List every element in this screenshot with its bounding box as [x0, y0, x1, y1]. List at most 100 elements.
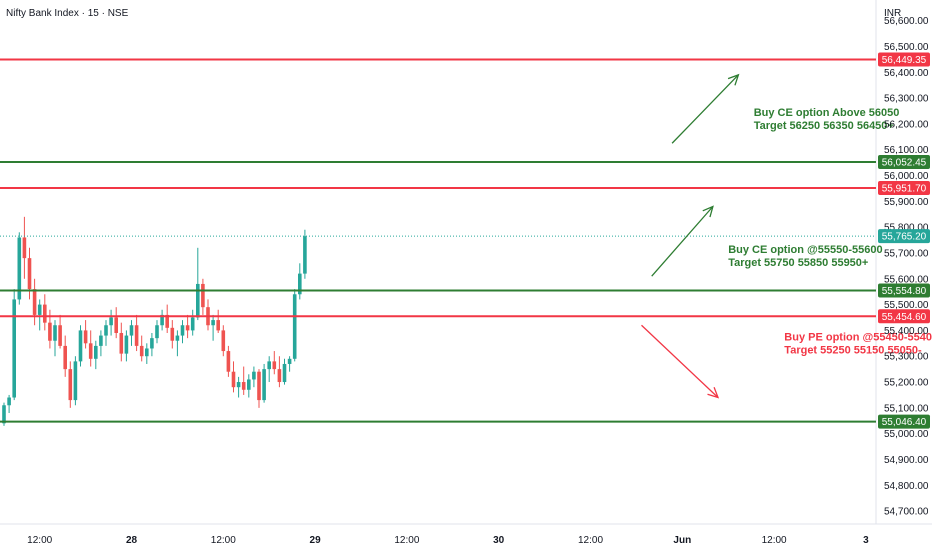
candle: [206, 299, 210, 331]
price-label-bg: [878, 309, 930, 324]
candle: [129, 320, 134, 346]
time-axis[interactable]: 12:002812:002912:003012:00Jun12:00312:00…: [27, 535, 932, 546]
x-tick-label: 12:00: [762, 535, 787, 546]
x-tick-label: 29: [310, 535, 322, 546]
annotation-line: Buy CE option Above 56050: [754, 107, 900, 119]
candle-body: [134, 325, 139, 346]
candle: [155, 320, 159, 344]
price-label-text: 55,554.80: [882, 286, 927, 297]
candle: [22, 216, 27, 279]
candle-body: [129, 325, 134, 336]
y-tick-label: 56,600.00: [884, 16, 929, 27]
candle: [277, 356, 282, 388]
y-tick-label: 55,400.00: [884, 326, 929, 337]
candle: [221, 325, 226, 357]
candle-body: [236, 382, 241, 388]
y-tick-label: 55,500.00: [884, 300, 929, 311]
candle-body: [27, 258, 32, 290]
candle: [12, 289, 16, 401]
price-label-text: 56,449.35: [882, 55, 927, 66]
candles-layer: [2, 216, 307, 426]
candle: [226, 345, 231, 377]
arrow-head: [702, 205, 714, 218]
candle-body: [48, 322, 52, 341]
price-label-text: 55,454.60: [882, 312, 927, 323]
price-axis[interactable]: 54,700.00 54,800.00 54,900.00 55,000.00 55,1…: [884, 16, 929, 517]
candle-body: [165, 314, 169, 328]
candle-body: [104, 325, 108, 336]
annotation-line: Target 55250 55150 55050-: [784, 345, 922, 357]
price-label-bg: [878, 52, 930, 67]
candle-body: [175, 335, 180, 341]
candle-body: [109, 317, 113, 326]
candle-body: [287, 358, 292, 364]
axis-price-label: 56,052.45: [878, 154, 930, 169]
candle-body: [53, 325, 57, 341]
candle: [43, 294, 47, 331]
candle-body: [155, 325, 159, 339]
y-tick-label: 55,100.00: [884, 403, 929, 414]
candle: [282, 358, 287, 385]
candle: [83, 320, 88, 349]
candle: [272, 351, 277, 375]
candle: [32, 278, 37, 326]
x-tick-label: 30: [493, 535, 505, 546]
candle-body: [43, 304, 47, 323]
y-tick-label: 55,000.00: [884, 429, 929, 440]
candle: [134, 314, 139, 352]
candle-body: [17, 237, 22, 300]
candle: [303, 229, 307, 279]
candle-body: [196, 283, 200, 318]
candle-body: [139, 345, 144, 357]
candle-body: [282, 363, 287, 383]
candle-body: [145, 348, 149, 357]
candle: [150, 332, 154, 357]
candle-body: [58, 325, 62, 346]
y-tick-label: 55,800.00: [884, 223, 929, 234]
candle-body: [7, 397, 11, 406]
candle: [241, 366, 246, 395]
candle: [292, 289, 297, 362]
candle: [145, 343, 149, 364]
axis-price-label: 55,046.40: [878, 414, 930, 429]
candle: [63, 335, 67, 377]
candle: [190, 309, 195, 336]
axis-price-label: 55,765.20: [878, 229, 930, 244]
axis-price-label: 55,951.70: [878, 180, 930, 195]
x-tick-label: 12:00: [211, 535, 236, 546]
candle-body: [303, 236, 307, 274]
candle-body: [12, 299, 16, 398]
candle: [262, 363, 266, 403]
candle: [196, 247, 200, 321]
candle-body: [37, 304, 42, 315]
y-tick-label: 55,300.00: [884, 352, 929, 363]
candle-body: [272, 361, 277, 370]
candle: [298, 263, 302, 300]
candle: [247, 374, 251, 398]
arrow-shaft: [651, 206, 714, 277]
y-tick-label: 54,800.00: [884, 481, 929, 492]
candle: [53, 320, 57, 357]
candle: [7, 394, 11, 414]
chart-title: Nifty Bank Index · 15 · NSE: [6, 8, 129, 19]
candle-body: [226, 351, 231, 372]
candle-body: [32, 289, 37, 315]
y-tick-label: 55,200.00: [884, 378, 929, 389]
price-label-bg: [878, 180, 930, 195]
price-label-bg: [878, 283, 930, 298]
candle: [252, 366, 256, 388]
y-tick-label: 54,700.00: [884, 507, 929, 518]
candle-body: [119, 332, 124, 354]
candle-body: [190, 317, 195, 331]
candle: [175, 330, 180, 357]
candle: [114, 307, 118, 339]
candle: [109, 309, 113, 336]
candle: [78, 325, 83, 367]
y-tick-label: 54,900.00: [884, 455, 929, 466]
candle-body: [73, 361, 78, 401]
candle-body: [124, 335, 129, 354]
